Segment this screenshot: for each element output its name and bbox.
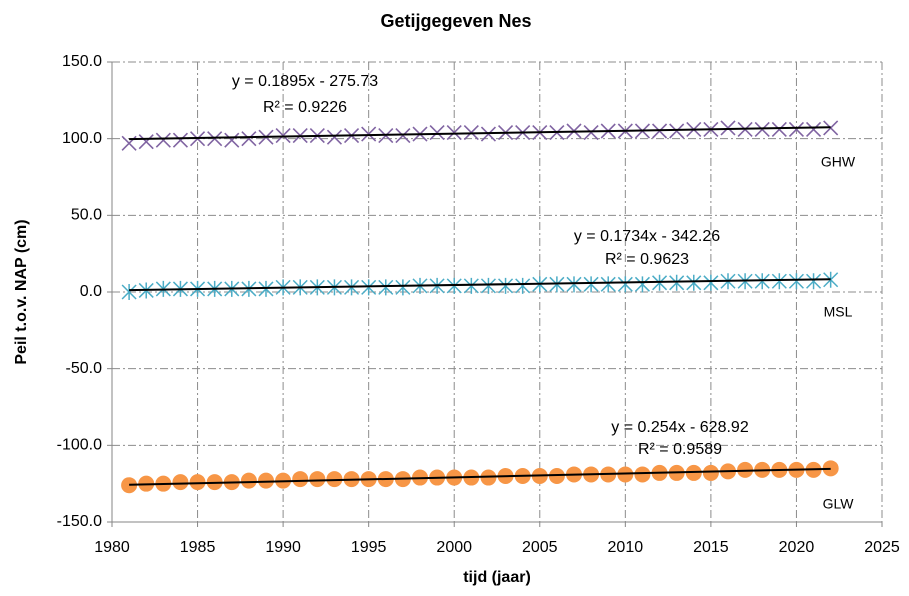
marker	[703, 274, 719, 291]
y-tick-label: 100.0	[62, 130, 102, 147]
marker	[480, 277, 496, 294]
trendline	[129, 278, 831, 292]
marker	[583, 276, 599, 293]
x-tick-label: 1990	[265, 539, 301, 556]
y-tick-label: -150.0	[57, 513, 102, 530]
y-tick-label: -50.0	[66, 360, 103, 377]
marker	[395, 128, 411, 144]
marker	[600, 276, 616, 293]
marker	[686, 274, 702, 291]
marker	[669, 123, 685, 139]
marker	[309, 471, 326, 488]
marker	[617, 276, 633, 293]
trend-r2: R² = 0.9226	[263, 99, 347, 116]
x-tick-label: 2025	[864, 539, 900, 556]
series-label: GLW	[823, 496, 855, 512]
marker	[515, 277, 531, 294]
series-label: GHW	[821, 154, 856, 170]
marker	[121, 284, 137, 300]
trend-r2: R² = 0.9589	[638, 441, 722, 458]
x-tick-label: 2010	[608, 539, 644, 556]
marker	[292, 471, 309, 488]
marker	[669, 274, 685, 291]
marker	[566, 276, 582, 293]
marker	[258, 472, 274, 489]
marker	[326, 129, 343, 145]
marker	[463, 277, 479, 294]
trend-equation: y = 0.1895x - 275.73	[232, 73, 378, 90]
y-tick-label: 150.0	[62, 53, 102, 70]
marker	[498, 277, 514, 294]
y-tick-label: 0.0	[80, 283, 102, 300]
x-tick-label: 2015	[693, 539, 729, 556]
marker	[754, 121, 770, 138]
marker	[788, 273, 804, 290]
marker	[155, 132, 171, 148]
marker	[189, 474, 206, 491]
chart-title: Getijgegeven Nes	[380, 11, 531, 31]
series-label: MSL	[824, 304, 853, 320]
x-tick-label: 1985	[180, 539, 216, 556]
x-tick-label: 2000	[436, 539, 472, 556]
y-tick-label: -100.0	[57, 437, 102, 454]
y-tick-label: 50.0	[71, 207, 102, 224]
marker	[702, 464, 719, 481]
marker	[224, 132, 240, 148]
trend-r2: R² = 0.9623	[605, 251, 689, 268]
marker	[395, 279, 411, 296]
marker	[720, 120, 736, 136]
marker	[172, 132, 189, 148]
trendline	[129, 467, 831, 486]
marker	[240, 472, 257, 489]
x-axis-label: tijd (jaar)	[463, 569, 531, 586]
marker	[634, 466, 651, 483]
marker	[361, 279, 377, 296]
marker	[754, 273, 770, 290]
trend-equation: y = 0.1734x - 342.26	[574, 228, 720, 245]
marker	[822, 460, 839, 477]
marker	[429, 124, 445, 141]
marker	[634, 276, 650, 293]
marker	[788, 121, 805, 138]
marker	[121, 477, 138, 494]
x-tick-label: 2020	[779, 539, 815, 556]
marker	[172, 474, 189, 491]
x-tick-label: 1980	[94, 539, 130, 556]
trend-equation: y = 0.254x - 628.92	[611, 419, 749, 436]
marker	[326, 471, 343, 488]
marker	[361, 126, 377, 142]
marker	[446, 124, 462, 141]
marker	[805, 121, 822, 138]
marker	[806, 273, 822, 290]
marker	[138, 134, 154, 150]
x-tick-label: 1995	[351, 539, 387, 556]
trendline	[129, 126, 831, 141]
y-axis-label: Peil t.o.v. NAP (cm)	[13, 219, 30, 364]
marker	[771, 121, 787, 138]
marker	[583, 124, 599, 141]
marker	[241, 131, 257, 147]
x-tick-label: 2005	[522, 539, 558, 556]
marker	[378, 279, 394, 296]
marker	[771, 273, 787, 290]
